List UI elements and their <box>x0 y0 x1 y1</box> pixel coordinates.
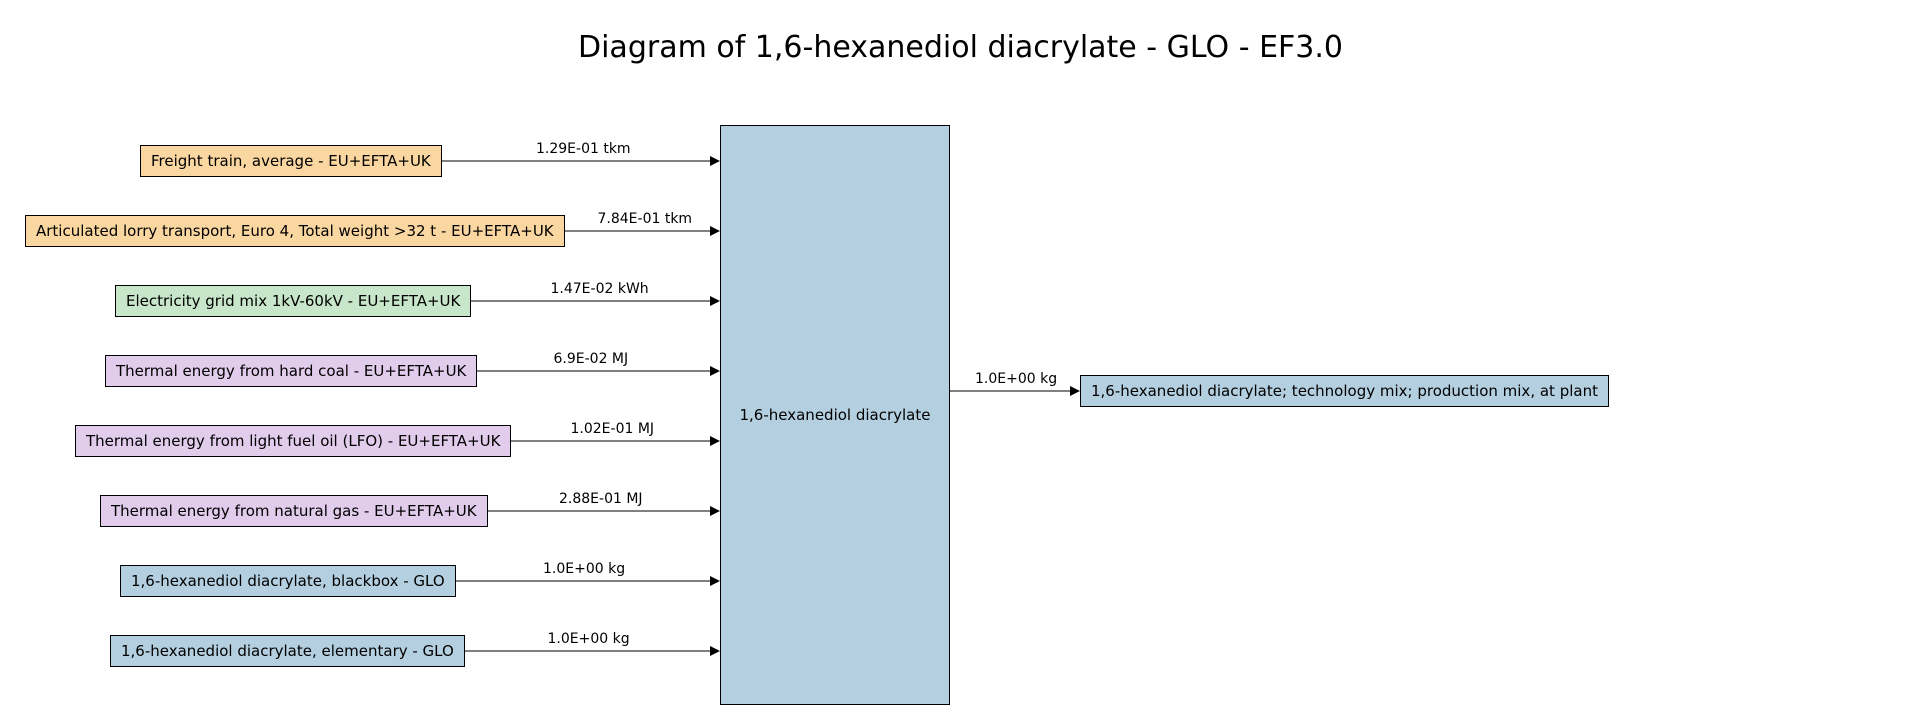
input-node: Electricity grid mix 1kV-60kV - EU+EFTA+… <box>115 285 471 317</box>
diagram-title: Diagram of 1,6-hexanediol diacrylate - G… <box>20 30 1901 65</box>
input-edge-label: 1.29E-01 tkm <box>536 141 631 157</box>
output-node: 1,6-hexanediol diacrylate; technology mi… <box>1080 375 1609 407</box>
input-edge-label: 2.88E-01 MJ <box>559 491 643 507</box>
input-edge-label: 1.47E-02 kWh <box>551 281 649 297</box>
output-edge-label: 1.0E+00 kg <box>975 371 1057 387</box>
input-node: Articulated lorry transport, Euro 4, Tot… <box>25 215 565 247</box>
diagram-canvas: 1,6-hexanediol diacrylate Freight train, … <box>20 85 1901 705</box>
input-node: Freight train, average - EU+EFTA+UK <box>140 145 442 177</box>
input-edge-label: 1.02E-01 MJ <box>571 421 655 437</box>
input-node: 1,6-hexanediol diacrylate, blackbox - GL… <box>120 565 456 597</box>
input-edge-label: 1.0E+00 kg <box>548 631 630 647</box>
input-node: Thermal energy from hard coal - EU+EFTA+… <box>105 355 477 387</box>
input-edge-label: 1.0E+00 kg <box>543 561 625 577</box>
central-process-node: 1,6-hexanediol diacrylate <box>720 125 950 705</box>
input-edge-label: 7.84E-01 tkm <box>598 211 693 227</box>
input-node: Thermal energy from natural gas - EU+EFT… <box>100 495 488 527</box>
input-node: 1,6-hexanediol diacrylate, elementary - … <box>110 635 465 667</box>
output-arrow <box>20 85 21 86</box>
input-node: Thermal energy from light fuel oil (LFO)… <box>75 425 511 457</box>
input-edge-label: 6.9E-02 MJ <box>554 351 629 367</box>
